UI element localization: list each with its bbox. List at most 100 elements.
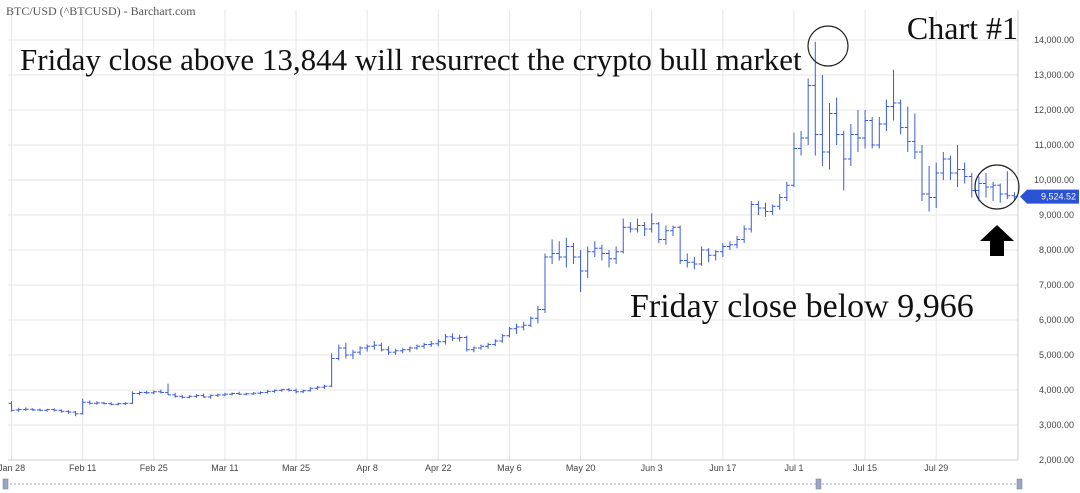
ohlc-bar	[577, 250, 584, 292]
ohlc-bar	[862, 110, 869, 149]
scroll-handle-right[interactable]	[815, 478, 822, 490]
ohlc-bar	[108, 402, 115, 406]
x-tick-label: Jan 28	[0, 463, 25, 473]
ohlc-bar	[79, 398, 86, 415]
y-axis: 2,000.00 3,000.00 4,000.00 5,000.00 6,000.00…	[1017, 10, 1074, 465]
ohlc-bar	[634, 218, 641, 233]
ohlc-bar	[165, 383, 172, 396]
ohlc-bar	[869, 117, 876, 149]
ohlc-bar	[975, 176, 982, 201]
y-tick-label: 4,000.00	[1039, 385, 1074, 395]
ohlc-bar	[307, 387, 314, 392]
ohlc-bar	[534, 306, 541, 324]
ohlc-bar	[357, 346, 364, 355]
ohlc-bar	[378, 342, 385, 352]
ohlc-bar	[762, 202, 769, 217]
ohlc-bar	[954, 145, 961, 187]
ohlc-bar	[207, 394, 214, 399]
ohlc-bar	[598, 244, 605, 261]
ohlc-bar	[271, 389, 278, 393]
ohlc-bar	[229, 392, 236, 396]
y-tick-label: 6,000.00	[1039, 315, 1074, 325]
ohlc-bar	[911, 113, 918, 159]
y-tick-label: 13,000.00	[1034, 70, 1074, 80]
ohlc-bar	[968, 173, 975, 198]
ohlc-bar	[22, 407, 29, 411]
ohlc-bar	[741, 225, 748, 243]
ohlc-bar	[179, 394, 186, 399]
ohlc-bar	[662, 225, 669, 245]
y-tick-label: 3,000.00	[1039, 420, 1074, 430]
last-price-tag: 9,524.52	[1020, 189, 1079, 204]
ohlc-bar	[371, 341, 378, 350]
ohlc-bar	[485, 342, 492, 349]
ohlc-bar	[997, 183, 1004, 203]
ohlc-bar	[264, 390, 271, 394]
ohlc-bar	[321, 384, 328, 389]
ohlc-bar	[726, 241, 733, 250]
y-tick-label: 14,000.00	[1034, 35, 1074, 45]
ohlc-bar	[335, 344, 342, 361]
x-tick-label: Apr 22	[425, 463, 452, 473]
ohlc-bar	[328, 353, 335, 388]
ohlc-bar	[463, 335, 470, 352]
x-tick-label: Mar 25	[282, 463, 310, 473]
ohlc-bar	[221, 392, 228, 397]
ohlc-bar	[897, 99, 904, 135]
timeline-scrollbar[interactable]	[2, 478, 1023, 490]
ohlc-bar	[214, 393, 221, 397]
ohlc-bar	[29, 408, 36, 411]
x-tick-label: Apr 8	[356, 463, 378, 473]
ohlc-bar	[833, 97, 840, 145]
upper-annotation: Friday close above 13,844 will resurrect…	[20, 42, 802, 77]
ohlc-bar	[421, 342, 428, 349]
x-tick-label: May 6	[497, 463, 522, 473]
ohlc-bar	[591, 241, 598, 257]
ohlc-bar	[349, 349, 356, 360]
ohlc-bar	[698, 246, 705, 266]
ohlc-bar	[819, 75, 826, 166]
ohlc-bar	[719, 243, 726, 257]
ohlc-bar	[364, 344, 371, 352]
x-tick-label: May 20	[566, 463, 596, 473]
ohlc-bar	[606, 250, 613, 268]
ohlc-bar	[250, 392, 257, 395]
ohlc-bar	[314, 385, 321, 390]
ohlc-bar	[947, 155, 954, 180]
last-price-marker	[1020, 189, 1079, 204]
ohlc-bar	[428, 341, 435, 347]
ohlc-bar	[769, 204, 776, 215]
ohlc-bar	[122, 402, 129, 406]
x-tick-label: Jun 17	[709, 463, 736, 473]
ohlc-bar	[549, 239, 556, 264]
ohlc-bar	[961, 162, 968, 184]
scroll-handle-end[interactable]	[1016, 478, 1023, 490]
ohlc-bar	[755, 201, 762, 215]
ohlc-bar	[847, 124, 854, 166]
ohlc-bar	[648, 213, 655, 233]
x-tick-label: Jul 29	[924, 463, 948, 473]
ohlc-bar	[478, 344, 484, 350]
ohlc-bars	[8, 41, 1018, 417]
ohlc-bar	[278, 388, 285, 392]
ohlc-bar	[101, 401, 108, 405]
ohlc-bar	[840, 131, 847, 191]
ohlc-bar	[399, 348, 406, 354]
scroll-handle-left[interactable]	[2, 478, 9, 490]
ohlc-bar	[876, 117, 883, 149]
ohlc-bar	[243, 392, 250, 396]
ohlc-bar	[826, 103, 833, 170]
x-tick-label: Jul 1	[784, 463, 803, 473]
ohlc-bar	[136, 391, 143, 396]
ohlc-bar	[129, 391, 136, 404]
ohlc-bar	[15, 407, 22, 412]
ohlc-bar	[236, 391, 243, 396]
ohlc-bar	[983, 173, 989, 198]
ohlc-bar	[200, 393, 207, 398]
y-tick-label: 8,000.00	[1039, 245, 1074, 255]
ohlc-bar	[143, 390, 150, 395]
ohlc-bar	[93, 401, 100, 405]
up-arrow-icon	[980, 225, 1014, 256]
ohlc-bar	[406, 346, 413, 353]
